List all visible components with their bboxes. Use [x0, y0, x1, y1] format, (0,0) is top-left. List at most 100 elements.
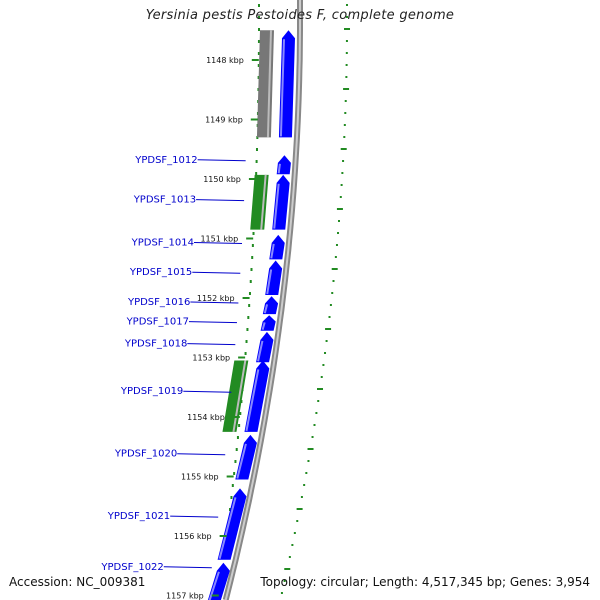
cds-shine — [261, 322, 266, 330]
gc-dot-outer — [341, 172, 344, 174]
cds-shine — [245, 369, 260, 432]
kbp-tick-mark — [211, 594, 219, 597]
gene-leader-line — [187, 343, 236, 346]
gc-dot-inner — [255, 172, 258, 175]
gc-dot-inner — [231, 484, 234, 487]
kbp-tick-label: 1150 kbp — [203, 175, 241, 184]
gene-label: YPDSF_1018 — [124, 339, 187, 350]
cds-shine — [208, 571, 220, 600]
gc-dot-inner — [255, 148, 258, 151]
gc-dot-inner — [249, 280, 252, 283]
backbone-highlight — [224, 0, 301, 600]
cds-arrow — [276, 155, 291, 175]
kbp-tick-mark — [248, 178, 256, 180]
cds-shine — [277, 163, 281, 174]
gc-dot-outer — [345, 76, 348, 78]
gc-dot-outer — [345, 4, 348, 6]
gc-dot-outer — [331, 292, 334, 294]
kbp-tick-label: 1151 kbp — [200, 235, 238, 244]
gc-dot-inner — [235, 448, 238, 451]
gc-dot-inner — [257, 76, 260, 79]
gc-dot-outer — [345, 64, 348, 66]
gene-label: YPDSF_1021 — [107, 511, 170, 522]
gc-dot-outer — [324, 352, 327, 354]
gc-dot-outer — [343, 136, 346, 138]
kbp-tick-label: 1152 kbp — [197, 294, 235, 303]
genome-title: Yersinia pestis Pestoides F, complete ge… — [145, 8, 455, 23]
gc-dot-outer — [339, 196, 342, 198]
gc-dot-outer — [288, 556, 291, 558]
gc-dot-outer — [284, 568, 291, 570]
gene-label: YPDSF_1019 — [120, 386, 183, 397]
gene-leader-line — [177, 453, 226, 456]
gc-dot-inner — [247, 316, 250, 319]
gc-dot-outer — [305, 472, 308, 474]
gc-dot-outer — [311, 436, 314, 438]
feature-track — [207, 30, 295, 600]
kbp-tick-mark — [232, 416, 240, 418]
gene-leader-line — [193, 241, 243, 244]
gc-dot-outer — [296, 508, 303, 510]
gc-dot-inner — [251, 244, 254, 247]
kbp-tick-label: 1155 kbp — [181, 473, 219, 482]
kbp-tick-label: 1154 kbp — [187, 413, 225, 422]
gc-dot-outer — [332, 280, 335, 282]
gc-dot-outer — [337, 232, 340, 234]
gene-label-layer: YPDSF_1012 YPDSF_1013 YPDSF_1014 YPDSF_1015… — [100, 155, 246, 573]
gene-label: YPDSF_1022 — [100, 562, 163, 573]
gc-dot-inner — [246, 328, 249, 331]
gc-dot-inner — [257, 40, 260, 43]
gc-dot-outer — [345, 52, 348, 54]
kbp-tick-label: 1157 kbp — [166, 592, 204, 600]
gc-dot-outer — [296, 520, 299, 522]
gray-feature-shine — [266, 30, 272, 138]
kbp-tick-label: 1149 kbp — [205, 116, 243, 125]
gc-dot-outer — [307, 448, 314, 450]
gc-dot-inner — [255, 160, 258, 163]
gene-leader-line — [197, 159, 246, 162]
gc-dot-outer — [313, 424, 316, 426]
kbp-tick-mark — [246, 237, 254, 240]
gene-leader-line — [196, 199, 245, 202]
gc-dot-outer — [325, 340, 328, 342]
gc-dot-outer — [280, 592, 283, 594]
gc-dot-outer — [344, 112, 347, 114]
kbp-tick-mark — [251, 59, 259, 61]
cds-shine — [257, 340, 264, 362]
backbone-track — [222, 0, 303, 600]
cds-shine — [270, 243, 275, 259]
gene-label: YPDSF_1016 — [127, 297, 190, 308]
gc-dot-outer — [320, 376, 323, 378]
cds-shine — [236, 443, 247, 479]
rna-feature-shine — [232, 360, 247, 433]
kbp-tick-mark — [226, 475, 234, 478]
gc-content-track — [218, 4, 351, 595]
gc-dot-outer — [344, 28, 351, 30]
cds-shine — [273, 183, 280, 229]
gc-dot-inner — [252, 232, 255, 235]
gene-leader-line — [183, 390, 232, 393]
gc-dot-outer — [293, 532, 296, 534]
gc-dot-outer — [346, 16, 349, 18]
gc-dot-outer — [300, 496, 303, 498]
gc-dot-outer — [336, 208, 343, 210]
gc-dot-inner — [238, 424, 241, 427]
gene-leader-line — [188, 321, 237, 324]
genome-summary-text: Topology: circular; Length: 4,517,345 bp… — [260, 575, 590, 589]
cds-arrow — [272, 174, 290, 230]
gene-label: YPDSF_1017 — [126, 317, 189, 328]
gc-dot-inner — [239, 412, 242, 415]
gc-dot-inner — [234, 460, 237, 463]
kbp-tick-label: 1156 kbp — [174, 532, 212, 541]
gc-dot-outer — [343, 88, 350, 90]
gc-dot-outer — [317, 400, 320, 402]
gc-dot-outer — [342, 160, 345, 162]
gc-dot-inner — [236, 436, 239, 439]
gc-dot-outer — [335, 244, 338, 246]
gc-dot-inner — [233, 472, 236, 475]
gc-dot-outer — [340, 148, 347, 150]
gene-leader-line — [190, 301, 239, 304]
gc-dot-inner — [257, 4, 260, 7]
gc-dot-outer — [317, 388, 324, 390]
gc-dot-outer — [283, 580, 286, 582]
